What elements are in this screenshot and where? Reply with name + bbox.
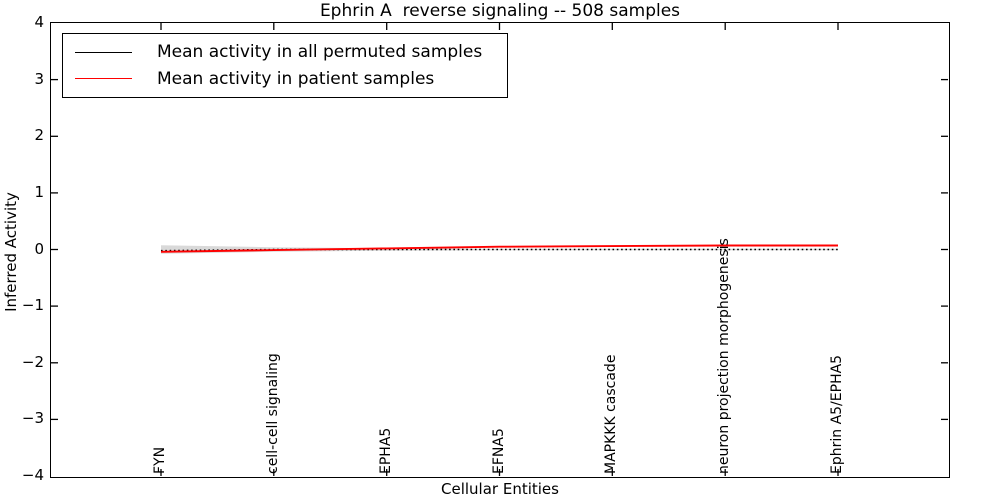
legend-label-patient: Mean activity in patient samples bbox=[157, 68, 435, 89]
y-tick-label: 3 bbox=[34, 69, 44, 88]
x-tick-label: EPHA5 bbox=[377, 427, 394, 474]
x-tick-label: FYN bbox=[152, 446, 168, 474]
y-tick-label: −2 bbox=[21, 352, 44, 371]
x-tick-label: Ephrin A5/EPHA5 bbox=[829, 354, 845, 474]
legend-label-permuted: Mean activity in all permuted samples bbox=[157, 42, 483, 63]
plot-canvas bbox=[51, 23, 948, 476]
y-tick-label: 1 bbox=[34, 182, 44, 201]
y-tick-label: 4 bbox=[34, 13, 44, 31]
y-tick-label: −3 bbox=[21, 409, 44, 428]
x-axis-label: Cellular Entities bbox=[441, 480, 559, 498]
y-tick-label: −1 bbox=[21, 296, 44, 315]
series-line bbox=[160, 244, 838, 253]
plot-area: FYN cell-cell signaling EPHA5 EFNA5 MAPKKK c… bbox=[50, 22, 950, 478]
x-tick-label: MAPKKK cascade bbox=[603, 354, 620, 474]
x-tick-label: cell-cell signaling bbox=[264, 353, 281, 474]
y-tick-label: 0 bbox=[34, 239, 44, 258]
std-band bbox=[161, 245, 838, 254]
legend-line-sample-red bbox=[75, 78, 132, 80]
x-tick-label: EFNA5 bbox=[490, 428, 507, 474]
legend-item-patient: Mean activity in patient samples bbox=[75, 69, 495, 89]
legend-line-sample-black bbox=[75, 51, 132, 53]
chart-title: Ephrin A reverse signaling -- 508 sample… bbox=[319, 1, 681, 21]
y-tick-label: −4 bbox=[21, 466, 44, 484]
x-tick-label: neuron projection morphogenesis bbox=[716, 238, 733, 474]
legend: Mean activity in all permuted samples Me… bbox=[62, 33, 508, 98]
legend-item-permuted: Mean activity in all permuted samples bbox=[75, 42, 495, 62]
y-tick-label: 2 bbox=[34, 126, 44, 145]
